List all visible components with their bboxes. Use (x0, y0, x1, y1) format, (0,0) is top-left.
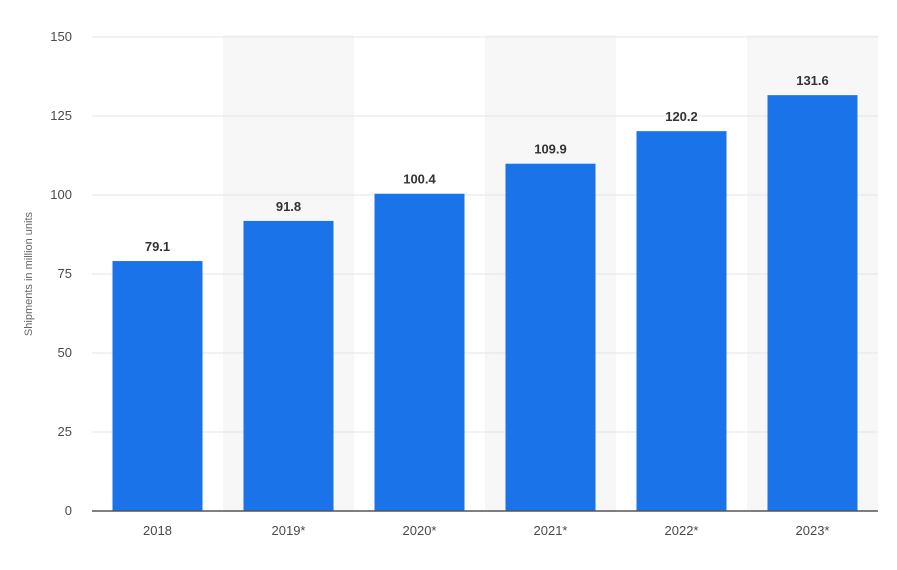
bar (505, 163, 596, 511)
bar (374, 193, 465, 511)
y-axis-ticks: 0 25 50 75 100 125 150 (50, 29, 72, 518)
x-axis-ticks: 2018 2019* 2020* 2021* 2022* 2023* (143, 523, 829, 538)
bar (243, 220, 334, 512)
bar-value-label: 100.4 (403, 172, 436, 187)
bar-value-label: 109.9 (534, 142, 567, 157)
bar-value-label: 91.8 (276, 199, 301, 214)
bar-value-label: 120.2 (665, 109, 698, 124)
y-tick-label: 50 (58, 345, 72, 360)
y-tick-label: 0 (65, 503, 72, 518)
bars (112, 95, 858, 512)
bar (636, 131, 727, 511)
bar (112, 261, 203, 511)
bar-value-label: 131.6 (796, 73, 829, 88)
y-tick-label: 100 (50, 187, 72, 202)
y-axis-title: Shipments in million units (23, 211, 35, 336)
x-tick-label: 2019* (272, 523, 306, 538)
bar-value-label: 79.1 (145, 239, 170, 254)
y-tick-label: 150 (50, 29, 72, 44)
y-tick-label: 25 (58, 424, 72, 439)
y-tick-label: 75 (58, 266, 72, 281)
x-tick-label: 2022* (665, 523, 699, 538)
bar-value-labels: 79.1 91.8 100.4 109.9 120.2 131.6 (145, 73, 829, 254)
x-tick-label: 2023* (796, 523, 830, 538)
gridlines (92, 36, 878, 433)
x-tick-label: 2020* (403, 523, 437, 538)
y-tick-label: 125 (50, 108, 72, 123)
bar (767, 95, 858, 512)
x-tick-label: 2018 (143, 523, 172, 538)
x-tick-label: 2021* (534, 523, 568, 538)
